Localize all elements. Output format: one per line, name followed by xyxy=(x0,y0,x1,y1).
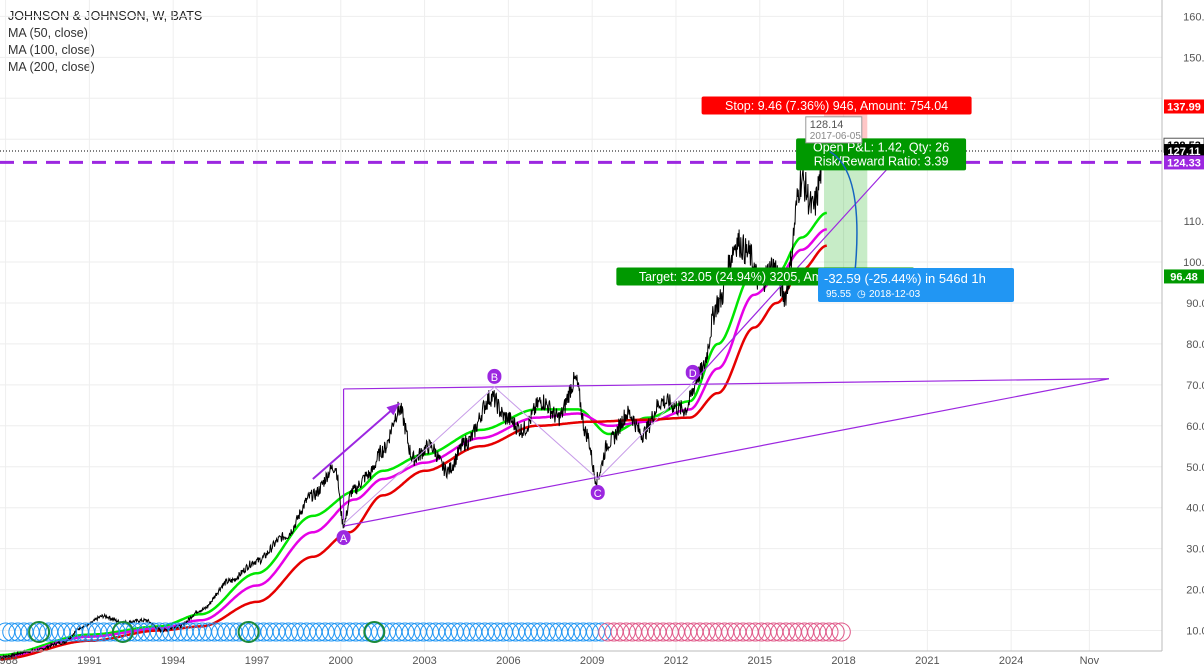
x-tick-label: 2006 xyxy=(496,655,520,667)
y-tick-label: 10.00 xyxy=(1186,626,1204,638)
target-zone[interactable] xyxy=(824,162,868,277)
price-tag-127-11[interactable] xyxy=(1164,144,1204,159)
price-tag-137-99[interactable] xyxy=(1164,99,1204,114)
abcd-zigzag[interactable] xyxy=(343,382,694,525)
trend-arrow[interactable] xyxy=(312,402,401,480)
x-tick-label: 2003 xyxy=(412,655,436,667)
legend-ma200: MA (200, close) xyxy=(8,60,95,74)
price-tag-label: 137.99 xyxy=(1167,101,1201,113)
clock-icon: ◷ xyxy=(857,289,866,300)
y-tick-label: 80.00 xyxy=(1186,339,1204,351)
stop-label[interactable]: Stop: 9.46 (7.36%) 946, Amount: 754.04 xyxy=(725,99,948,113)
pattern-point-a-badge[interactable] xyxy=(336,530,351,546)
chart-grid xyxy=(0,0,1162,651)
projection-price: 95.55 xyxy=(826,289,851,300)
y-tick-label: 100.00 xyxy=(1183,257,1204,269)
projection-arrow[interactable] xyxy=(829,150,858,275)
pattern-point-a-label: A xyxy=(340,533,348,545)
chart-legend: JOHNSON & JOHNSON, W, BATS MA (50, close… xyxy=(8,8,202,76)
price-line xyxy=(0,147,828,661)
y-tick-label: 20.00 xyxy=(1186,585,1204,597)
price-tag-label: 96.48 xyxy=(1170,271,1198,283)
x-tick-label: Nov xyxy=(1080,655,1100,667)
dividend-marker[interactable] xyxy=(111,621,134,643)
tooltip-date: 2017-06-05 xyxy=(810,131,862,142)
projection-change: -32.59 (-25.44%) in 546d 1h xyxy=(824,271,986,286)
pattern-point-b-label: B xyxy=(491,372,498,384)
projection-date: 2018-12-03 xyxy=(869,289,921,300)
pattern-point-c-badge[interactable] xyxy=(590,485,605,501)
position-labels[interactable]: Stop: 9.46 (7.36%) 946, Amount: 754.04Ta… xyxy=(616,96,1014,302)
pnl-bg[interactable] xyxy=(796,138,967,171)
projection-box[interactable] xyxy=(818,268,1014,302)
y-tick-label: 150.00 xyxy=(1183,52,1204,64)
trend-arrow-head xyxy=(386,403,400,416)
price-series xyxy=(0,147,828,661)
pnl-label[interactable]: Open P&L: 1.42, Qty: 26 xyxy=(813,140,949,154)
pattern-point-d-label: D xyxy=(689,368,697,380)
x-tick-label: 2021 xyxy=(915,655,939,667)
x-tick-label: 2000 xyxy=(329,655,353,667)
x-tick-label: 2015 xyxy=(748,655,772,667)
horizontal-levels xyxy=(0,150,1162,164)
legend-ma100: MA (100, close) xyxy=(8,43,95,57)
y-tick-label: 40.00 xyxy=(1186,503,1204,515)
price-axis[interactable]: 10.00 20.00 30.00 40.00 50.00 60.00 70.00 80.00… xyxy=(1161,0,1204,651)
dividend-marker[interactable] xyxy=(28,621,51,643)
event-markers[interactable] xyxy=(0,621,851,643)
price-tooltip[interactable] xyxy=(805,116,863,144)
dividend-marker[interactable] xyxy=(237,621,260,643)
pattern-point-d-badge[interactable] xyxy=(685,364,700,380)
legend-ma50: MA (50, close) xyxy=(8,26,88,40)
risk-reward-label[interactable]: Risk/Reward Ratio: 3.39 xyxy=(814,154,949,168)
event-marker[interactable] xyxy=(825,622,845,642)
y-tick-label: 60.00 xyxy=(1186,421,1204,433)
x-tick-label: 1994 xyxy=(161,655,185,667)
y-tick-label: 90.00 xyxy=(1186,298,1204,310)
trendline[interactable] xyxy=(343,378,1110,527)
trendline[interactable] xyxy=(343,378,1109,390)
x-tick-label: 2009 xyxy=(580,655,604,667)
y-tick-label: 30.00 xyxy=(1186,544,1204,556)
event-marker[interactable] xyxy=(0,622,16,642)
x-tick-label: 2024 xyxy=(999,655,1023,667)
y-tick-label: 50.00 xyxy=(1186,462,1204,474)
price-tag-96-48[interactable] xyxy=(1164,269,1204,284)
event-marker[interactable] xyxy=(831,622,851,642)
dividend-marker[interactable] xyxy=(363,621,386,643)
x-tick-label: 1991 xyxy=(77,655,101,667)
stop-label-bg[interactable] xyxy=(701,96,972,115)
time-axis[interactable]: 1988 1991 1994 1997 2000 2003 2006 2009 2012 2015… xyxy=(0,650,1162,667)
pattern-point-c-label: C xyxy=(594,488,602,500)
event-marker[interactable] xyxy=(819,622,839,642)
y-tick-label: 160.00 xyxy=(1183,11,1204,23)
y-tick-label: 70.00 xyxy=(1186,380,1204,392)
x-tick-label: 1988 xyxy=(0,655,18,667)
abcd-pattern[interactable]: A B C D xyxy=(312,167,1110,546)
x-tick-label: 2018 xyxy=(831,655,855,667)
tooltip-value: 128.14 xyxy=(810,119,844,131)
pattern-point-b-badge[interactable] xyxy=(487,368,502,384)
price-tag-label: 124.33 xyxy=(1167,157,1201,169)
price-tag-label: 127.11 xyxy=(1167,146,1200,158)
x-tick-label: 2012 xyxy=(664,655,688,667)
ma100-line xyxy=(0,228,827,659)
y-tick-label: 110.00 xyxy=(1184,216,1204,228)
price-tag-124-33[interactable] xyxy=(1164,155,1204,170)
x-tick-label: 1997 xyxy=(245,655,269,667)
